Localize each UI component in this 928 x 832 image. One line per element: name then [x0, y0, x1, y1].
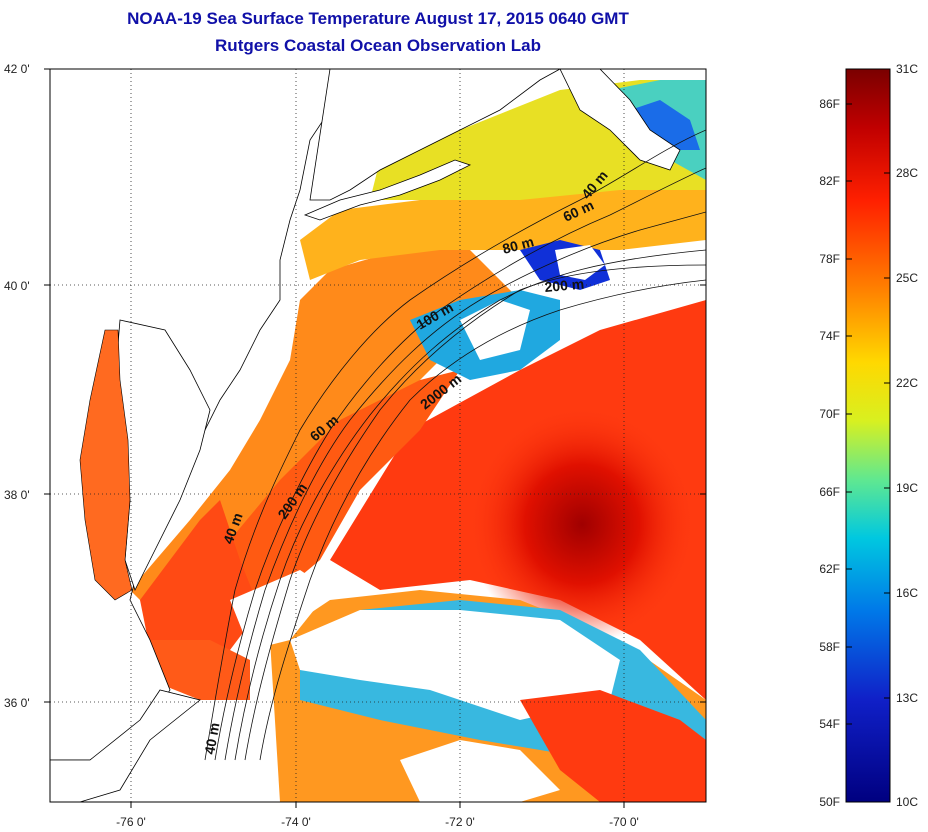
lat-label-42: 42 0': [4, 62, 30, 76]
lat-label-36: 36 0': [4, 696, 30, 710]
cb-c-25: 25C: [896, 271, 918, 285]
contour-2000m: [259, 279, 706, 761]
cloud-patch-1: [460, 300, 530, 360]
map-subtitle: Rutgers Coastal Ocean Observation Lab: [215, 36, 541, 55]
sst-field: [50, 69, 706, 802]
cloud-patch-2: [555, 245, 605, 280]
cb-f-86: 86F: [819, 97, 840, 111]
lon-label-72: -72 0': [445, 815, 475, 829]
land-new-england: [309, 69, 561, 201]
lon-label-74: -74 0': [281, 815, 311, 829]
cb-f-66: 66F: [819, 485, 840, 499]
outer-banks: [50, 689, 201, 802]
lon-label-76: -76 0': [116, 815, 146, 829]
contour-100m: [234, 249, 706, 761]
lat-label-40: 40 0': [4, 279, 30, 293]
cape-cod: [559, 69, 681, 171]
cb-c-31: 31C: [896, 62, 918, 76]
graticule: [50, 69, 706, 802]
long-island: [303, 159, 472, 221]
cb-f-58: 58F: [819, 640, 840, 654]
cb-c-13: 13C: [896, 691, 918, 705]
lon-label-70: -70 0': [609, 815, 639, 829]
lat-label-38: 38 0': [4, 488, 30, 502]
southern-cloud-cover-2: [400, 740, 560, 802]
map-title: NOAA-19 Sea Surface Temperature August 1…: [127, 9, 629, 28]
cb-f-62: 62F: [819, 562, 840, 576]
cb-f-78: 78F: [819, 252, 840, 266]
cb-c-28: 28C: [896, 166, 918, 180]
axis-ticks: [44, 68, 706, 808]
map-border: [49, 68, 707, 803]
bathymetry-contours: [204, 129, 706, 761]
cb-f-54: 54F: [819, 717, 840, 731]
southern-red-streak: [520, 690, 706, 802]
cb-c-22: 22C: [896, 376, 918, 390]
southern-cloud-cover: [290, 610, 620, 720]
contour-label-200m-north: 200 m: [544, 276, 585, 295]
contour-40m: [204, 129, 706, 761]
colorbar-ticks: [846, 103, 890, 725]
cb-c-16: 16C: [896, 586, 918, 600]
cb-f-50: 50F: [819, 795, 840, 809]
cb-c-10: 10C: [896, 795, 918, 809]
colorbar: [845, 68, 891, 803]
cb-f-70: 70F: [819, 407, 840, 421]
cb-f-74: 74F: [819, 329, 840, 343]
contour-80m: [224, 211, 706, 761]
nearshore-red-band: [140, 500, 260, 660]
cold-patch-blue: [630, 100, 700, 150]
contour-label-40m-south: 40 m: [201, 721, 222, 755]
contour-60m: [214, 167, 706, 761]
cb-c-19: 19C: [896, 481, 918, 495]
cb-f-82: 82F: [819, 174, 840, 188]
contour-200m: [244, 264, 706, 761]
chesapeake-bay: [79, 329, 133, 601]
contour-label-80m: 80 m: [501, 233, 536, 257]
